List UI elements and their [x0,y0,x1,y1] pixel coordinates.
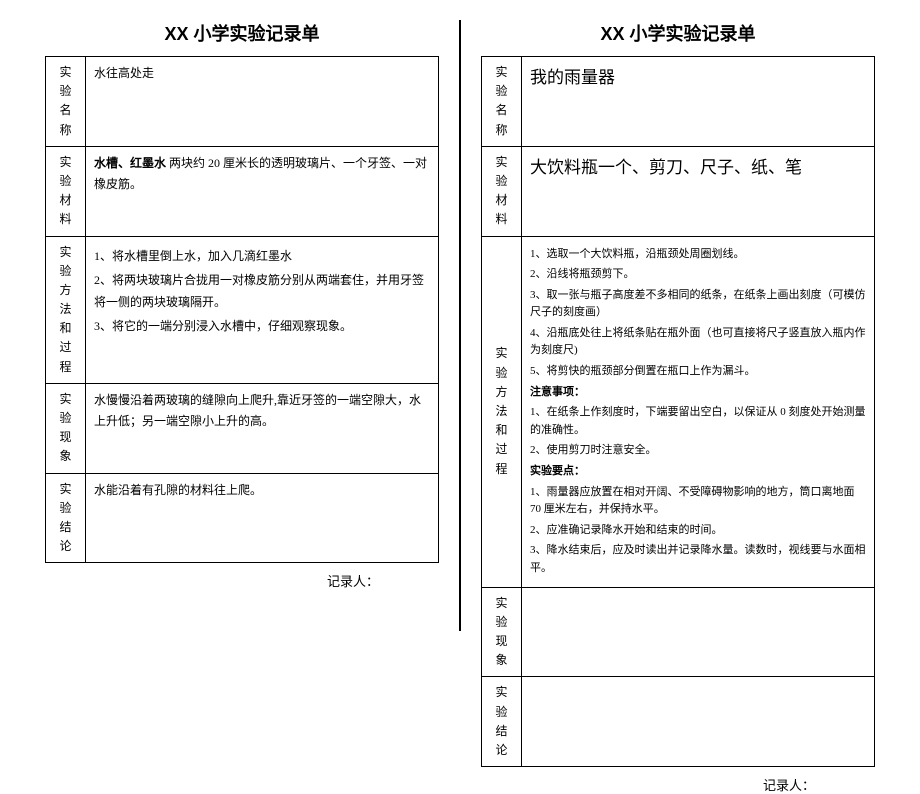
r-row-material-value: 大饮料瓶一个、剪刀、尺子、纸、笔 [522,146,875,236]
material-bold: 水槽、红墨水 [94,156,166,170]
left-table: 实验名称 水往高处走 实验材料 水槽、红墨水 两块约 20 厘米长的透明玻璃片、… [45,56,439,563]
r-p2: 2、应准确记录降水开始和结束的时间。 [530,522,866,540]
r-row-method-value: 1、选取一个大饮料瓶，沿瓶颈处周圈划线。 2、沿线将瓶颈剪下。 3、取一张与瓶子… [522,236,875,587]
row-phenom-label: 实验现象 [46,383,86,473]
r-row-conclusion-label: 实验结论 [482,677,522,767]
r-row-material-label: 实验材料 [482,146,522,236]
row-name-value: 水往高处走 [86,57,439,147]
row-method-value: 1、将水槽里倒上水，加入几滴红墨水 2、将两块玻璃片合拢用一对橡皮筋分别从两端套… [86,236,439,383]
page-divider [459,20,461,631]
left-recorder: 记录人： [45,571,439,590]
r-m1: 1、选取一个大饮料瓶，沿瓶颈处周圈划线。 [530,246,866,264]
r-p3: 3、降水结束后，应及时读出并记录降水量。读数时，视线要与水面相平。 [530,542,866,577]
r-p1: 1、雨量器应放置在相对开阔、不受障碍物影响的地方，筒口离地面 70 厘米左右，并… [530,484,866,519]
r-row-phenom-value [522,587,875,677]
left-form: XX 小学实验记录单 实验名称 水往高处走 实验材料 水槽、红墨水 两块约 20… [30,20,454,631]
r-row-name-label: 实验名称 [482,57,522,147]
r-row-phenom-label: 实验现象 [482,587,522,677]
r-m2: 2、沿线将瓶颈剪下。 [530,266,866,284]
method-2: 2、将两块玻璃片合拢用一对橡皮筋分别从两端套住，并用牙签将一侧的两块玻璃隔开。 [94,270,430,313]
row-name-label: 实验名称 [46,57,86,147]
row-material-label: 实验材料 [46,146,86,236]
right-form: XX 小学实验记录单 实验名称 我的雨量器 实验材料 大饮料瓶一个、剪刀、尺子、… [466,20,890,631]
r-row-conclusion-value [522,677,875,767]
r-m5: 5、将剪快的瓶颈部分倒置在瓶口上作为漏斗。 [530,363,866,381]
r-point-title: 实验要点： [530,463,866,481]
method-1: 1、将水槽里倒上水，加入几滴红墨水 [94,246,430,268]
row-phenom-value: 水慢慢沿着两玻璃的缝隙向上爬升,靠近牙签的一端空隙大，水上升低；另一端空隙小上升… [86,383,439,473]
row-method-label: 实验方法和过程 [46,236,86,383]
r-row-method-label: 实验方法和过程 [482,236,522,587]
r-note-title: 注意事项： [530,384,866,402]
right-table: 实验名称 我的雨量器 实验材料 大饮料瓶一个、剪刀、尺子、纸、笔 实验方法和过程… [481,56,875,767]
method-3: 3、将它的一端分别浸入水槽中，仔细观察现象。 [94,316,430,338]
r-n2: 2、使用剪刀时注意安全。 [530,442,866,460]
right-title: XX 小学实验记录单 [481,20,875,46]
row-material-value: 水槽、红墨水 两块约 20 厘米长的透明玻璃片、一个牙签、一对橡皮筋。 [86,146,439,236]
r-n1: 1、在纸条上作刻度时，下端要留出空白，以保证从 0 刻度处开始测量的准确性。 [530,404,866,439]
r-m3: 3、取一张与瓶子高度差不多相同的纸条，在纸条上画出刻度（可模仿尺子的刻度画） [530,287,866,322]
left-title: XX 小学实验记录单 [45,20,439,46]
r-row-name-value: 我的雨量器 [522,57,875,147]
row-conclusion-value: 水能沿着有孔隙的材料往上爬。 [86,473,439,563]
r-m4: 4、沿瓶底处往上将纸条贴在瓶外面（也可直接将尺子竖直放入瓶内作为刻度尺) [530,325,866,360]
row-conclusion-label: 实验结论 [46,473,86,563]
right-recorder: 记录人： [481,775,875,794]
